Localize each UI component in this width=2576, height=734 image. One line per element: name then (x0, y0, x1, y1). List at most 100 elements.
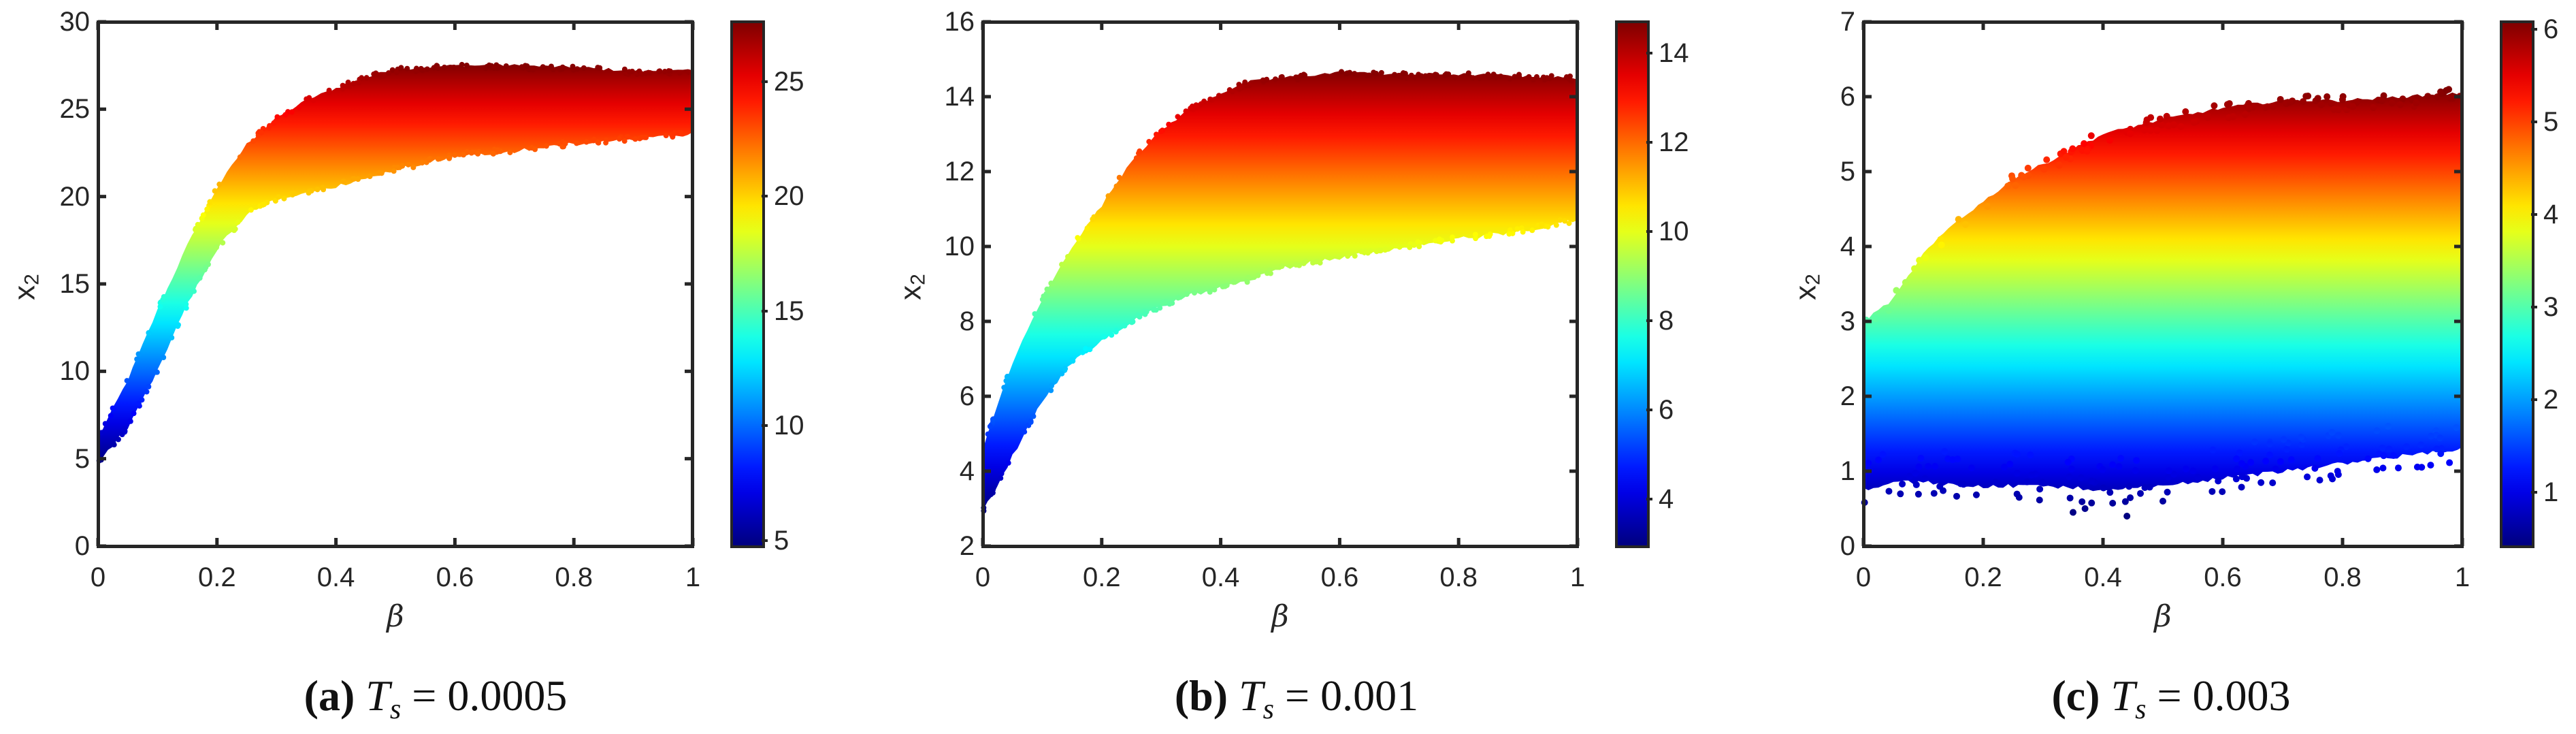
y-axis-label: x2 (1789, 260, 1825, 315)
y-tick-label: 2 (1840, 381, 1855, 411)
y-axis-label-sub: 2 (1801, 274, 1825, 285)
y-tick-label: 0 (1840, 531, 1855, 561)
y-axis-label-text: x (1789, 285, 1823, 300)
y-tick-label: 30 (59, 7, 91, 37)
y-tick-label: 6 (959, 381, 975, 411)
y-tick-label: 14 (944, 82, 975, 112)
x-tick-label: 0.4 (316, 562, 355, 592)
colorbar-tick-mark (2531, 212, 2537, 216)
colorbar-a (730, 20, 765, 548)
caption-variable: Ts (1239, 671, 1274, 725)
colorbar-tick-label: 1 (2543, 477, 2559, 508)
x-axis-label: β (387, 599, 404, 634)
caption-var-main: T (365, 671, 390, 720)
colorbar-tick-label: 12 (1659, 127, 1689, 157)
colorbar-tick-label: 4 (1659, 483, 1674, 514)
x-axis-label: β (2154, 599, 2172, 634)
caption-var-main: T (2110, 671, 2136, 720)
caption-b: (b) Ts = 0.001 (1175, 671, 1418, 726)
scatter-band (98, 64, 693, 461)
y-tick-label: 15 (59, 269, 91, 299)
scatter-band (1863, 91, 2462, 492)
colorbar-tick-label: 6 (2543, 14, 2559, 44)
colorbar-tick-label: 6 (1659, 394, 1674, 425)
y-tick-label: 2 (959, 531, 975, 561)
outlier-point (2159, 498, 2166, 505)
x-tick-label: 1 (2454, 562, 2471, 592)
y-tick-label: 12 (944, 157, 975, 187)
colorbar-tick-label: 4 (2543, 199, 2559, 229)
colorbar-tick-mark (762, 539, 768, 542)
outlier-point (2081, 505, 2089, 512)
y-axis-label-text: x (894, 285, 928, 300)
x-tick-label: 0.8 (1439, 562, 1478, 592)
colorbar-b (1615, 20, 1650, 548)
outlier-point (2070, 509, 2076, 516)
colorbar-tick-mark (762, 309, 768, 313)
outlier-point (2123, 513, 2131, 520)
colorbar-tick-label: 2 (2543, 385, 2559, 415)
caption-c: (c) Ts = 0.003 (2051, 671, 2290, 726)
x-tick-label: 0.6 (436, 562, 474, 592)
x-tick-label: 0.8 (555, 562, 593, 592)
x-tick-label: 0.2 (197, 562, 236, 592)
y-axis-label: x2 (894, 260, 930, 315)
y-tick-label: 6 (1840, 82, 1855, 112)
colorbar-tick-mark (2531, 491, 2537, 494)
colorbar-tick-label: 25 (774, 66, 804, 97)
x-tick-label: 0.4 (1201, 562, 1240, 592)
colorbar-tick-label: 10 (1659, 216, 1689, 246)
caption-var-main: T (1239, 671, 1263, 720)
x-axis-label: β (1271, 599, 1289, 634)
x-tick-label: 1 (1569, 562, 1586, 592)
colorbar-tick-mark (762, 80, 768, 83)
caption-tag: (a) (304, 671, 355, 720)
y-tick-label: 4 (959, 456, 975, 486)
colorbar-tick-label: 14 (1659, 37, 1689, 68)
scatter-plot-b (981, 20, 1580, 548)
outlier-point (2015, 494, 2023, 501)
colorbar-c (2500, 20, 2534, 548)
caption-value: = 0.003 (2157, 671, 2291, 720)
y-tick-label: 4 (1840, 232, 1855, 261)
y-axis-label-sub: 2 (907, 274, 930, 285)
caption-a: (a) Ts = 0.0005 (304, 671, 568, 726)
colorbar-tick-label: 8 (1659, 305, 1674, 336)
y-tick-label: 25 (59, 94, 91, 125)
y-tick-label: 16 (944, 7, 975, 37)
y-tick-label: 20 (59, 181, 91, 212)
colorbar-tick-label: 3 (2543, 292, 2559, 322)
y-tick-label: 5 (1840, 157, 1855, 187)
scatter-plot-c (1861, 20, 2464, 548)
colorbar-tick-mark (2531, 306, 2537, 308)
caption-tag: (b) (1174, 671, 1228, 720)
x-tick-label: 0.6 (2204, 562, 2242, 592)
x-tick-label: 0.6 (1320, 562, 1359, 592)
x-tick-label: 0.4 (2084, 562, 2122, 592)
colorbar-tick-label: 15 (774, 296, 804, 326)
colorbar-tick-label: 20 (774, 181, 804, 212)
caption-value: = 0.001 (1285, 671, 1419, 720)
y-tick-label: 10 (59, 356, 91, 387)
y-tick-label: 3 (1840, 306, 1855, 336)
colorbar-tick-mark (1646, 140, 1652, 144)
colorbar-tick-mark (2531, 398, 2537, 402)
colorbar-tick-mark (762, 195, 768, 198)
x-tick-label: 0.8 (2324, 562, 2362, 592)
colorbar-tick-mark (2531, 27, 2537, 31)
scatter-band (983, 71, 1578, 511)
panel-a: x2 β (a) Ts = 0.0005 (0, 0, 859, 734)
x-tick-label: 0.2 (1964, 562, 2002, 592)
axes-frame-a (97, 20, 694, 548)
colorbar-tick-mark (1646, 497, 1652, 500)
caption-tag: (c) (2051, 671, 2100, 720)
y-tick-label: 10 (944, 232, 975, 261)
x-tick-label: 1 (685, 562, 701, 592)
caption-var-sub: s (2135, 694, 2147, 725)
colorbar-tick-mark (762, 424, 768, 428)
y-tick-label: 7 (1840, 7, 1855, 37)
x-tick-label: 0 (975, 562, 991, 592)
colorbar-tick-mark (2531, 120, 2537, 123)
caption-var-sub: s (389, 694, 402, 725)
colorbar-tick-mark (1646, 229, 1652, 233)
